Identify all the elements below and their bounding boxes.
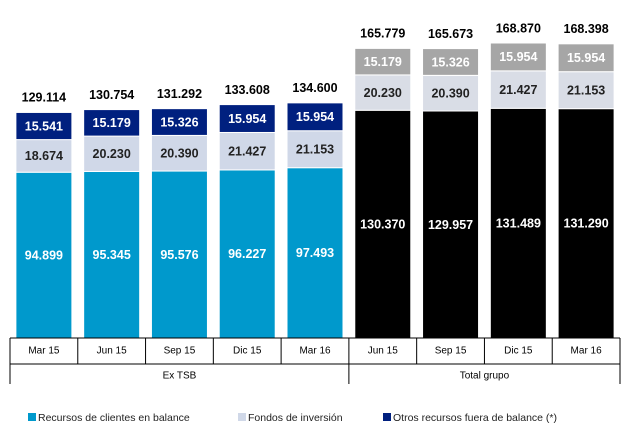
- bar-segment: [422, 110, 480, 339]
- segment-label: 20.390: [431, 86, 469, 100]
- total-label: 133.608: [225, 83, 270, 97]
- x-tick-label: Dic 15: [504, 346, 533, 357]
- segment-label: 20.230: [93, 147, 131, 161]
- bar-segment: [489, 42, 547, 72]
- segment-label: 131.290: [564, 217, 609, 231]
- segment-label: 15.954: [228, 112, 266, 126]
- segment-label: 20.390: [160, 147, 198, 161]
- segment-label: 15.954: [499, 50, 537, 64]
- group-label: Total grupo: [460, 371, 510, 382]
- total-label: 130.754: [89, 88, 134, 102]
- bar-segment: [218, 104, 276, 133]
- bar-segment: [286, 167, 344, 339]
- segment-label: 131.489: [496, 216, 541, 230]
- bar-segment: [15, 171, 73, 339]
- x-tick-label: Sep 15: [435, 346, 467, 357]
- legend-swatch: [383, 413, 391, 421]
- x-tick-label: Jun 15: [368, 346, 398, 357]
- total-label: 165.779: [360, 27, 405, 41]
- segment-label: 95.576: [160, 248, 198, 262]
- bar-segment: [150, 108, 208, 136]
- segment-label: 96.227: [228, 247, 266, 261]
- segment-label: 21.427: [228, 144, 266, 158]
- segment-label: 129.957: [428, 218, 473, 232]
- segment-label: 20.230: [364, 86, 402, 100]
- segment-label: 15.954: [296, 110, 334, 124]
- segment-label: 15.179: [364, 55, 402, 69]
- bar-segment: [354, 74, 412, 111]
- segment-label: 15.179: [93, 116, 131, 130]
- bar-segment: [218, 169, 276, 339]
- bar-segment: [83, 135, 141, 172]
- bar-segment: [15, 111, 73, 141]
- segment-label: 97.493: [296, 246, 334, 260]
- x-tick-label: Mar 16: [571, 346, 603, 357]
- segment-label: 15.326: [160, 115, 198, 129]
- legend-label: Fondos de inversión: [248, 412, 343, 424]
- segment-label: 18.674: [25, 149, 63, 163]
- total-label: 134.600: [292, 81, 337, 95]
- bar-segment: [15, 139, 73, 173]
- legend-label: Otros recursos fuera de balance (*): [393, 412, 557, 424]
- total-label: 131.292: [157, 87, 202, 101]
- segment-label: 21.153: [296, 143, 334, 157]
- bar-segment: [286, 102, 344, 132]
- group-label: Ex TSB: [163, 371, 197, 382]
- total-label: 129.114: [22, 91, 67, 105]
- x-tick-label: Jun 15: [97, 346, 127, 357]
- bar-segment: [354, 47, 412, 76]
- bar-segment: [557, 108, 615, 339]
- bar-segment: [218, 131, 276, 171]
- bar-segment: [354, 109, 412, 339]
- segment-label: 15.541: [25, 119, 63, 133]
- segment-label: 21.153: [567, 83, 605, 97]
- x-tick-label: Dic 15: [233, 346, 262, 357]
- total-label: 168.870: [496, 21, 541, 35]
- total-label: 168.398: [564, 22, 609, 36]
- x-tick-label: Mar 16: [299, 346, 331, 357]
- bar-segment: [557, 71, 615, 110]
- bar-segment: [489, 70, 547, 109]
- bar-segment: [422, 74, 480, 112]
- bar-segment: [422, 48, 480, 76]
- segment-label: 130.370: [360, 217, 405, 231]
- bar-segment: [557, 43, 615, 73]
- segment-label: 94.899: [25, 248, 63, 262]
- bar-segment: [150, 134, 208, 172]
- segment-label: 95.345: [93, 248, 131, 262]
- bar-segment: [83, 170, 141, 339]
- legend-label: Recursos de clientes en balance: [38, 412, 190, 424]
- legend-swatch: [238, 413, 246, 421]
- segment-label: 15.326: [431, 55, 469, 69]
- legend-swatch: [28, 413, 36, 421]
- bar-segment: [83, 109, 141, 137]
- x-tick-label: Mar 15: [28, 346, 60, 357]
- segment-label: 15.954: [567, 51, 605, 65]
- total-label: 165.673: [428, 27, 473, 41]
- segment-label: 21.427: [499, 83, 537, 97]
- x-tick-label: Sep 15: [164, 346, 196, 357]
